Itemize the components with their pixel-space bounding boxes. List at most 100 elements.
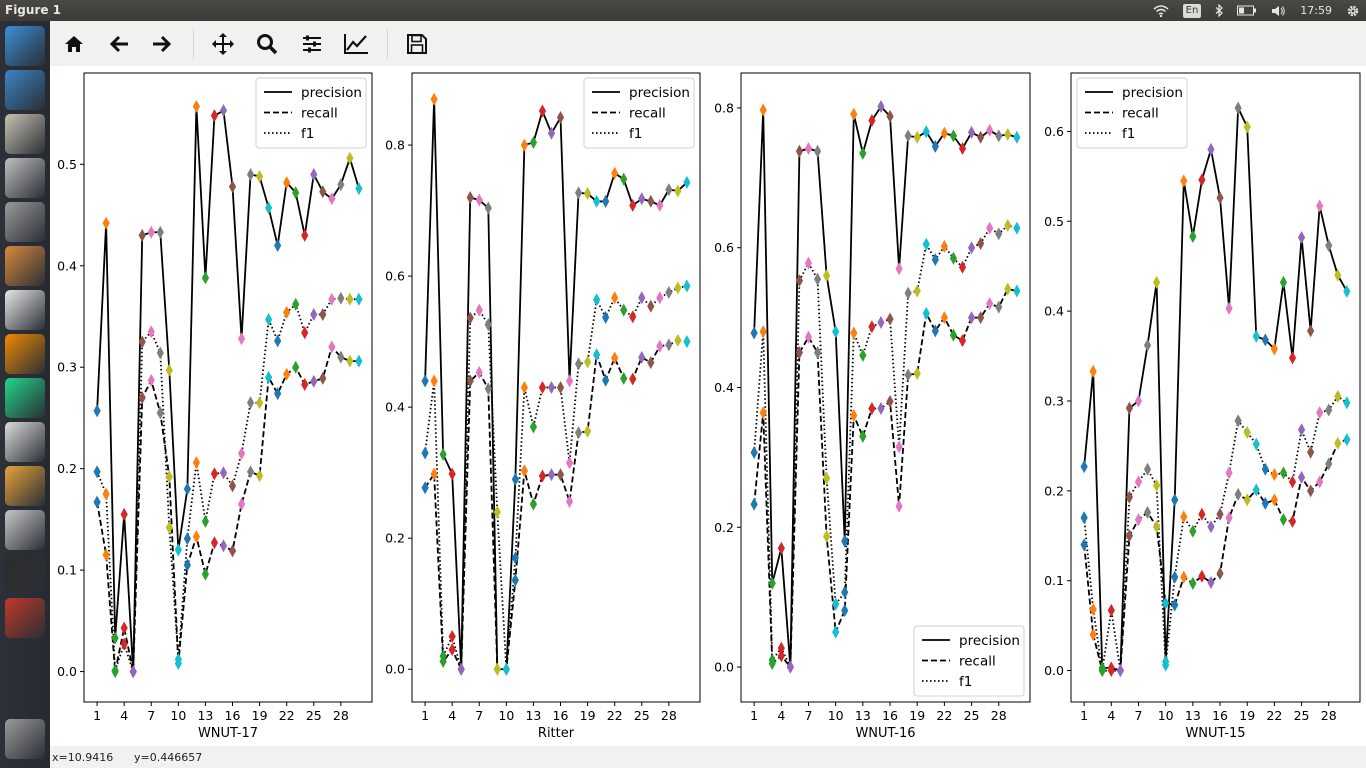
pan-button[interactable] <box>208 29 238 59</box>
data-point-marker <box>201 514 210 528</box>
data-point-marker <box>183 558 191 572</box>
keyboard-layout-indicator[interactable]: En <box>1182 3 1202 18</box>
x-tick-label: 10 <box>828 708 844 723</box>
wifi-icon[interactable] <box>1153 4 1169 17</box>
tex-icon[interactable] <box>5 290 45 330</box>
data-point-marker <box>1325 457 1333 471</box>
x-tick-label: 7 <box>475 708 483 723</box>
x-tick-label: 16 <box>553 708 569 723</box>
data-point-marker <box>1216 507 1224 521</box>
forward-button[interactable] <box>147 29 177 59</box>
database-icon[interactable] <box>5 510 45 550</box>
data-point-marker <box>301 228 309 242</box>
y-tick-label: 0.2 <box>714 520 734 535</box>
data-point-marker <box>1288 351 1297 365</box>
data-point-marker <box>502 662 510 676</box>
data-point-marker <box>629 372 637 386</box>
data-point-marker <box>556 111 565 125</box>
data-point-marker <box>520 381 529 394</box>
battery-icon[interactable] <box>1237 5 1257 16</box>
save-button[interactable] <box>402 29 432 59</box>
data-point-marker <box>665 338 673 352</box>
data-point-marker <box>895 262 903 276</box>
book-icon[interactable] <box>5 598 45 638</box>
data-point-marker <box>813 272 822 286</box>
x-axis-label: WNUT-16 <box>855 726 915 741</box>
data-point-marker <box>301 377 309 391</box>
data-point-marker <box>565 456 574 470</box>
settings-gear-icon[interactable] <box>1346 4 1360 18</box>
volume-icon[interactable] <box>1271 5 1286 17</box>
figure-canvas[interactable]: 1 4 7 10 13 16 19 22 25 28 0.0 0.1 0.2 0.3 0.4 0.5 WNUT-… <box>50 66 1366 746</box>
data-point-marker <box>832 325 840 339</box>
data-point-marker <box>1270 342 1278 356</box>
trash-icon[interactable] <box>5 719 45 759</box>
x-axis-label: Ritter <box>538 726 575 741</box>
data-point-marker <box>1316 199 1324 213</box>
data-point-marker <box>547 381 556 394</box>
y-tick-label: 0.4 <box>714 380 734 395</box>
photos-icon[interactable] <box>5 246 45 286</box>
data-point-marker <box>1252 329 1260 343</box>
y-tick-label: 0.4 <box>1044 304 1064 319</box>
terminal-icon[interactable] <box>5 554 45 594</box>
configure-subplots-button[interactable] <box>297 29 327 59</box>
y-tick-label: 0.0 <box>1044 663 1064 678</box>
data-point-marker <box>1243 120 1251 134</box>
vlc-icon[interactable] <box>5 334 45 374</box>
data-point-marker <box>583 187 592 201</box>
data-point-marker <box>629 198 637 212</box>
toolbar-separator <box>387 29 388 59</box>
data-point-marker <box>1107 603 1115 617</box>
data-point-marker <box>986 123 994 137</box>
data-point-marker <box>995 227 1003 241</box>
data-point-marker <box>165 521 173 535</box>
legend-label-precision: precision <box>301 85 362 101</box>
edit-axes-button[interactable] <box>341 29 371 59</box>
x-tick-label: 19 <box>909 708 925 723</box>
text-editor-icon[interactable] <box>5 422 45 462</box>
data-point-marker <box>940 239 948 253</box>
data-point-marker <box>228 479 237 493</box>
legend-label-recall: recall <box>959 654 996 670</box>
data-point-marker <box>977 311 985 325</box>
data-point-marker <box>1116 664 1124 678</box>
legend-label-f1: f1 <box>301 126 314 142</box>
legend-label-precision: precision <box>959 633 1020 649</box>
data-point-marker <box>913 130 921 144</box>
back-button[interactable] <box>104 29 134 59</box>
data-point-marker <box>958 141 967 155</box>
clock[interactable]: 17:59 <box>1300 4 1332 17</box>
x-tick-label: 1 <box>1080 708 1088 723</box>
data-point-marker <box>1261 462 1269 476</box>
data-point-marker <box>904 129 912 143</box>
x-axis-label: WNUT-15 <box>1185 726 1245 741</box>
x-tick-label: 13 <box>197 708 213 723</box>
browser-icon[interactable] <box>5 70 45 110</box>
bluetooth-icon[interactable] <box>1215 4 1224 17</box>
toolbar-separator <box>193 29 194 59</box>
data-point-marker <box>319 185 327 199</box>
data-point-marker <box>538 469 547 483</box>
data-point-marker <box>777 641 785 655</box>
data-point-marker <box>1162 658 1170 672</box>
camera-icon[interactable] <box>5 202 45 242</box>
data-point-marker <box>430 92 438 106</box>
figure-plot[interactable]: 1 4 7 10 13 16 19 22 25 28 0.0 0.1 0.2 0.3 0.4 0.5 WNUT-… <box>50 66 1366 746</box>
data-point-marker <box>219 466 228 480</box>
data-point-marker <box>346 292 354 306</box>
data-point-marker <box>602 310 610 324</box>
data-point-marker <box>310 374 318 388</box>
save-icon <box>407 34 427 54</box>
files-icon[interactable] <box>5 114 45 154</box>
axes-frame <box>1070 72 1361 703</box>
data-point-marker <box>877 316 885 330</box>
zoom-button[interactable] <box>252 29 282 59</box>
drive-icon[interactable] <box>5 158 45 198</box>
home-button[interactable] <box>59 29 89 59</box>
pycharm-icon[interactable] <box>5 378 45 418</box>
x-tick-label: 22 <box>1266 708 1282 723</box>
data-point-marker <box>841 585 849 599</box>
ubuntu-dash-icon[interactable] <box>5 26 45 66</box>
app-icon[interactable] <box>5 466 45 506</box>
